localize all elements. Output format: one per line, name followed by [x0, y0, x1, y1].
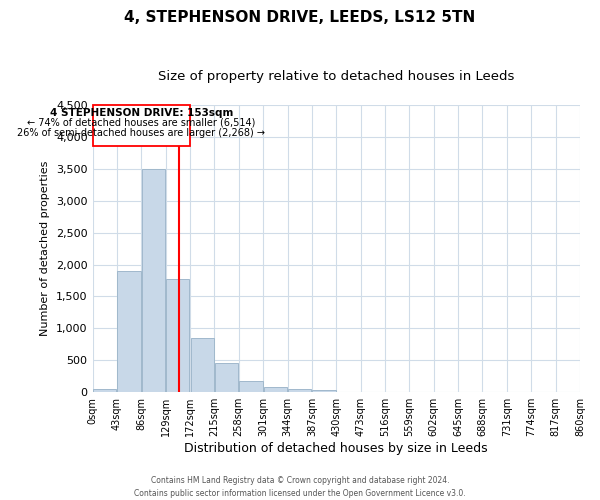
Bar	[118, 271, 140, 392]
Bar	[215, 364, 238, 392]
Bar	[92, 105, 190, 146]
Title: Size of property relative to detached houses in Leeds: Size of property relative to detached ho…	[158, 70, 514, 83]
Bar	[191, 338, 214, 392]
Bar	[166, 279, 190, 392]
Text: 26% of semi-detached houses are larger (2,268) →: 26% of semi-detached houses are larger (…	[17, 128, 265, 138]
Bar	[93, 389, 116, 392]
Y-axis label: Number of detached properties: Number of detached properties	[40, 161, 50, 336]
Bar	[264, 387, 287, 392]
Bar	[288, 388, 311, 392]
Bar	[313, 390, 335, 392]
Text: 4 STEPHENSON DRIVE: 153sqm: 4 STEPHENSON DRIVE: 153sqm	[50, 108, 233, 118]
Bar	[239, 381, 263, 392]
Bar	[142, 169, 165, 392]
Text: Contains HM Land Registry data © Crown copyright and database right 2024.
Contai: Contains HM Land Registry data © Crown c…	[134, 476, 466, 498]
Text: ← 74% of detached houses are smaller (6,514): ← 74% of detached houses are smaller (6,…	[27, 117, 256, 127]
Text: 4, STEPHENSON DRIVE, LEEDS, LS12 5TN: 4, STEPHENSON DRIVE, LEEDS, LS12 5TN	[124, 10, 476, 25]
X-axis label: Distribution of detached houses by size in Leeds: Distribution of detached houses by size …	[184, 442, 488, 455]
